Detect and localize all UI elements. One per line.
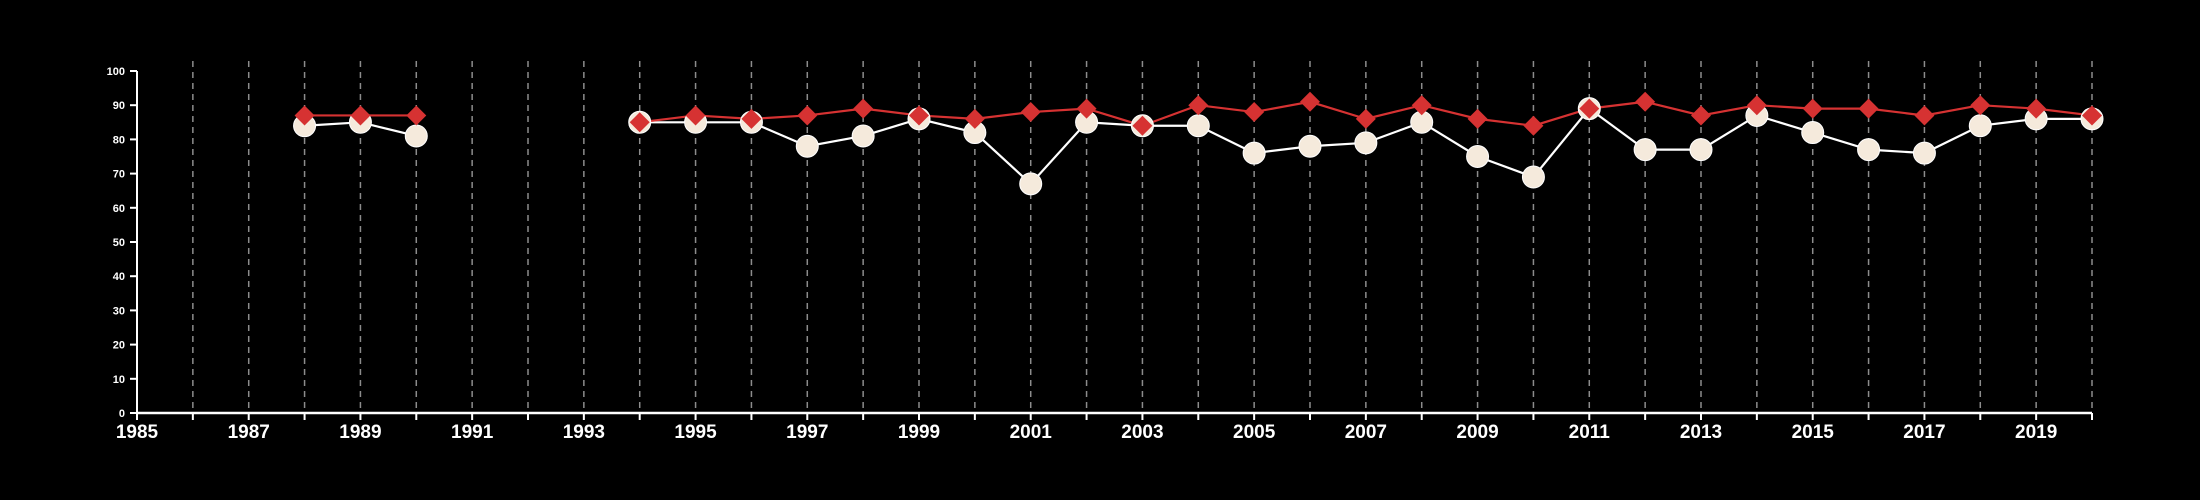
y-tick-label: 30 bbox=[113, 305, 125, 317]
diamond-point bbox=[1355, 108, 1376, 129]
diamond-point bbox=[1132, 115, 1153, 136]
axes bbox=[130, 70, 2093, 420]
x-tick-label: 2001 bbox=[1010, 422, 1053, 443]
diamond-point bbox=[909, 105, 929, 126]
circle-point bbox=[1298, 134, 1322, 158]
y-tick-label: 50 bbox=[113, 237, 125, 249]
y-tick-label: 100 bbox=[107, 66, 125, 78]
diamond-point bbox=[406, 105, 427, 126]
diamond-point bbox=[1914, 105, 1935, 126]
data-markers bbox=[293, 91, 2104, 196]
x-tick-label: 1995 bbox=[674, 422, 717, 443]
tick-labels: 0 10 20 30 40 50 60 70 80 90 100 1985 1987 1989 1991 19… bbox=[107, 66, 2058, 443]
circle-point bbox=[795, 134, 819, 158]
circle-point bbox=[1186, 114, 1210, 138]
x-tick-label: 1993 bbox=[563, 422, 605, 443]
circle-point bbox=[1633, 138, 1657, 162]
diamond-point bbox=[294, 105, 315, 126]
x-tick-label: 2013 bbox=[1680, 422, 1722, 443]
diamond-point bbox=[741, 108, 762, 129]
diamond-point bbox=[853, 98, 874, 119]
x-tick-label: 2017 bbox=[1903, 422, 1945, 443]
circle-point bbox=[404, 124, 428, 148]
diamond-point bbox=[685, 105, 706, 126]
diamond-point bbox=[1411, 95, 1432, 116]
diamond-point bbox=[797, 105, 818, 126]
diamond-point bbox=[1802, 98, 1823, 119]
x-tick-label: 1989 bbox=[339, 422, 381, 443]
diamond-point bbox=[1076, 98, 1097, 119]
circle-point bbox=[1242, 141, 1266, 165]
y-tick-label: 70 bbox=[113, 169, 125, 181]
y-tick-label: 20 bbox=[113, 340, 125, 352]
x-tick-label: 1999 bbox=[898, 422, 940, 443]
x-tick-label: 1997 bbox=[786, 422, 828, 443]
diamond-point bbox=[350, 105, 371, 126]
circle-point bbox=[1857, 138, 1881, 162]
diamond-point bbox=[1858, 98, 1879, 119]
circle-point bbox=[1968, 114, 1992, 138]
diamond-point bbox=[2082, 105, 2102, 126]
diamond-point bbox=[1579, 98, 1600, 119]
diamond-point bbox=[629, 112, 650, 133]
x-tick-label: 1987 bbox=[228, 422, 270, 443]
circle-point bbox=[1801, 121, 1825, 145]
y-tick-label: 80 bbox=[113, 134, 125, 146]
x-tick-label: 2019 bbox=[2015, 422, 2057, 443]
diamond-point bbox=[1523, 115, 1544, 136]
diamond-point bbox=[2026, 98, 2047, 119]
diamond-point bbox=[1635, 91, 1656, 112]
diamond-point bbox=[1300, 91, 1320, 112]
vertical-gridlines bbox=[192, 61, 2093, 413]
x-tick-label: 1991 bbox=[451, 422, 494, 443]
x-tick-label: 1985 bbox=[116, 422, 159, 443]
diamond-point bbox=[1746, 95, 1767, 116]
diamond-point bbox=[1188, 95, 1209, 116]
diamond-point bbox=[1244, 102, 1265, 123]
x-tick-label: 2003 bbox=[1121, 422, 1163, 443]
x-tick-label: 2007 bbox=[1345, 422, 1387, 443]
x-tick-label: 2015 bbox=[1792, 422, 1835, 443]
diamond-point bbox=[1691, 105, 1711, 126]
y-tick-label: 90 bbox=[113, 100, 125, 112]
x-tick-label: 2009 bbox=[1456, 422, 1498, 443]
circle-point bbox=[1689, 138, 1713, 162]
circle-point bbox=[1019, 172, 1043, 196]
y-tick-label: 60 bbox=[113, 203, 125, 215]
circle-point bbox=[851, 124, 875, 148]
diamond-point bbox=[1467, 108, 1488, 129]
x-tick-label: 2005 bbox=[1233, 422, 1276, 443]
circle-point bbox=[1354, 131, 1378, 155]
y-tick-label: 0 bbox=[119, 408, 125, 420]
diamond-point bbox=[964, 108, 985, 129]
y-tick-label: 40 bbox=[113, 271, 125, 283]
y-tick-label: 10 bbox=[113, 374, 125, 386]
diamond-point bbox=[1970, 95, 1991, 116]
diamond-point bbox=[1020, 102, 1041, 123]
circle-point bbox=[1466, 145, 1490, 168]
circle-point bbox=[1521, 165, 1545, 189]
circle-point bbox=[1912, 141, 1936, 165]
x-tick-label: 2011 bbox=[1569, 422, 1611, 443]
